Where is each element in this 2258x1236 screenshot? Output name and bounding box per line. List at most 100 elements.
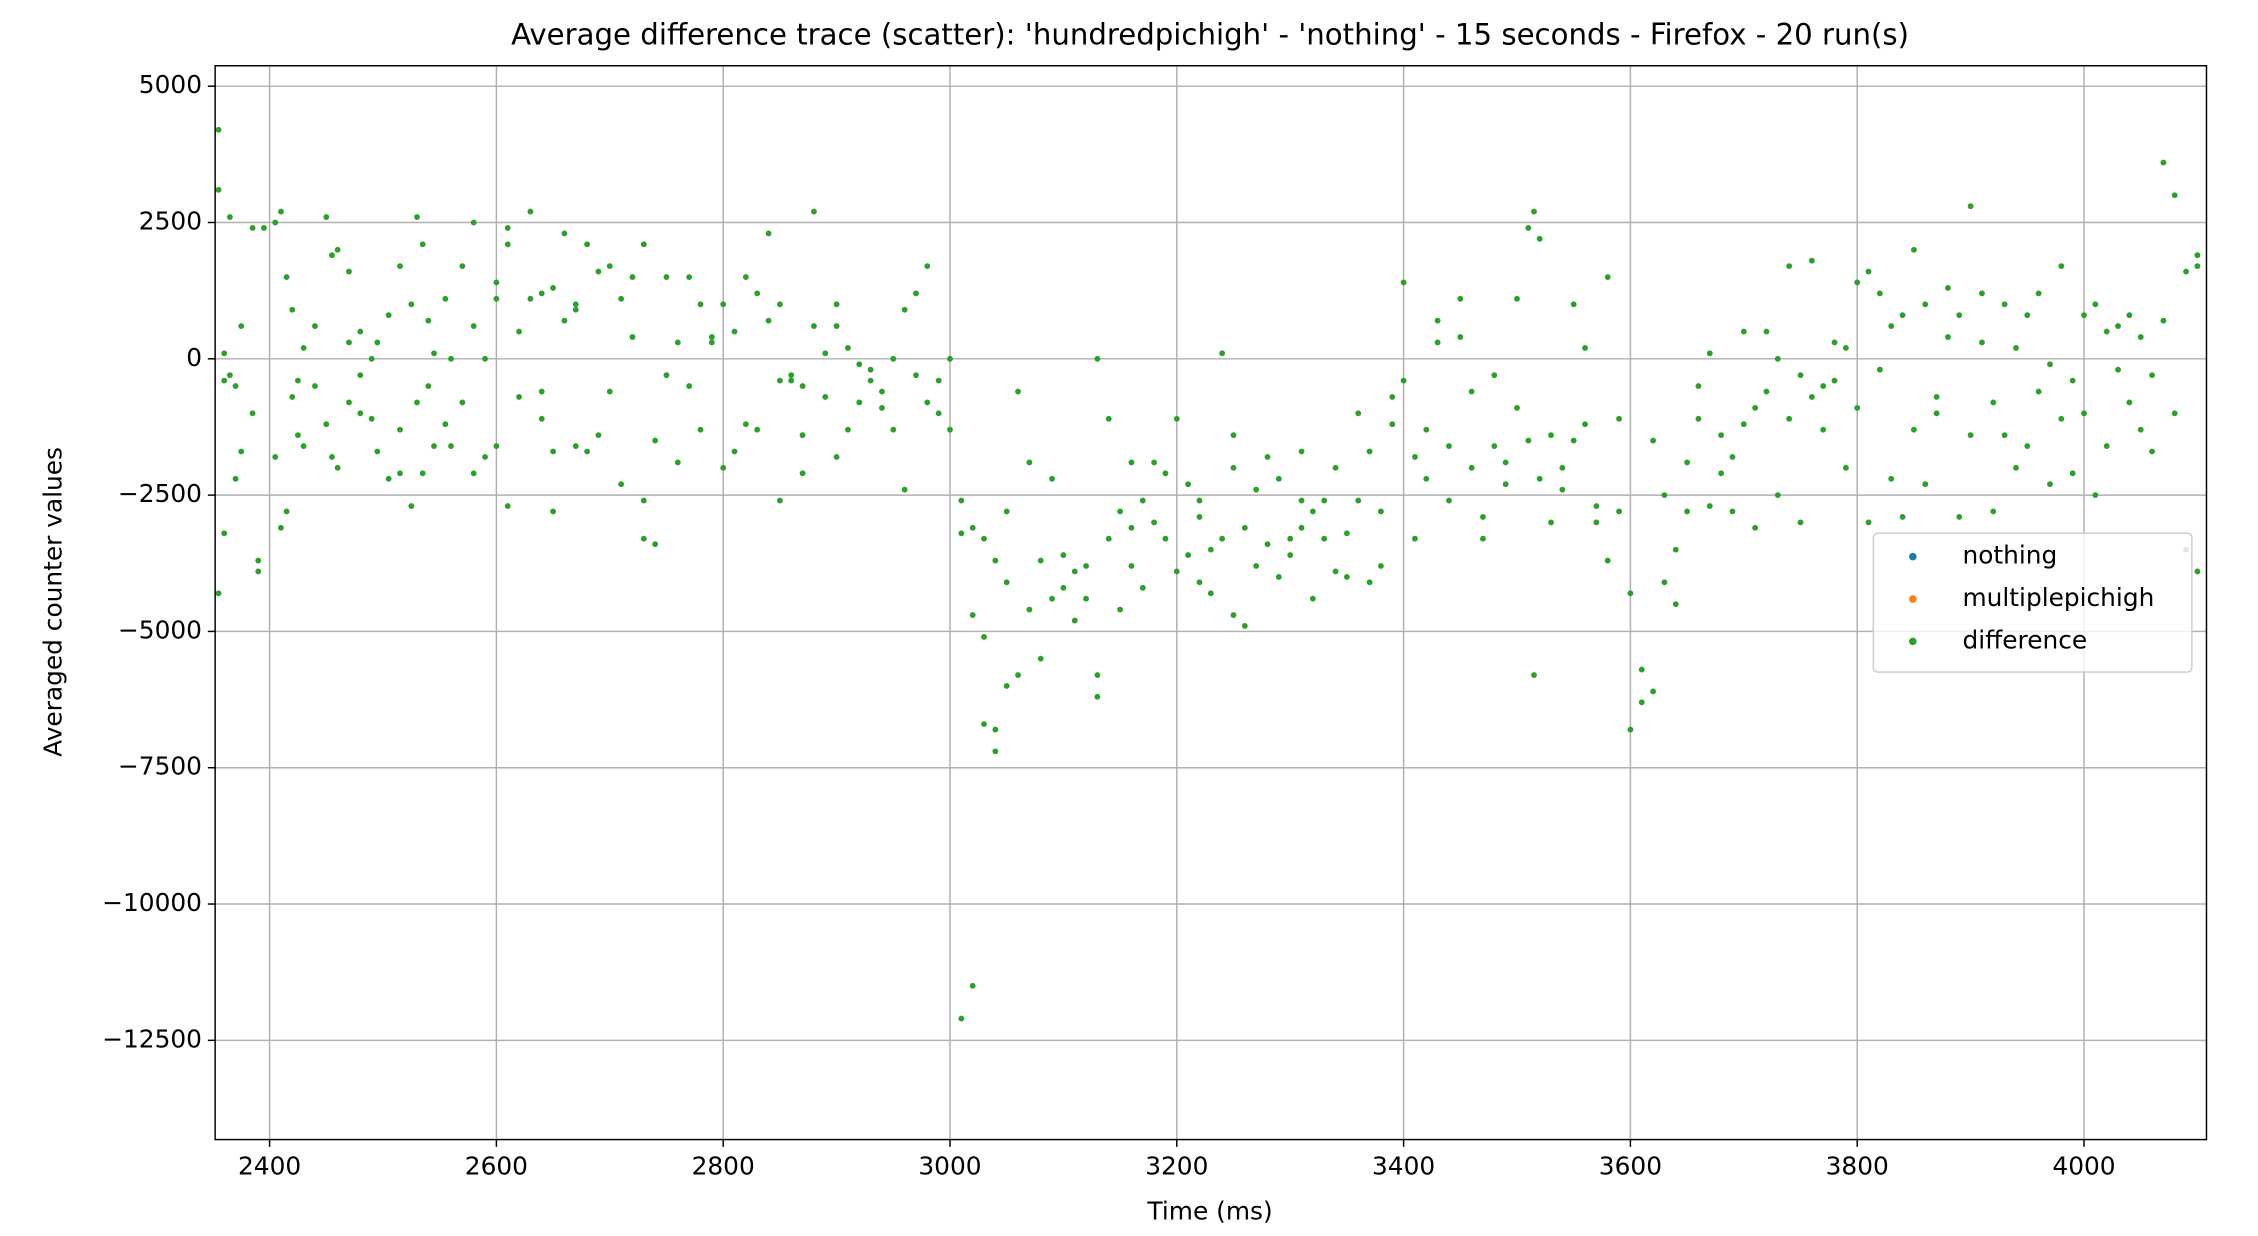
data-point — [595, 432, 602, 439]
data-point — [1412, 535, 1418, 542]
data-point — [742, 274, 749, 280]
data-point — [1933, 410, 1940, 417]
data-point — [2081, 312, 2087, 319]
data-point — [442, 295, 449, 302]
data-point — [992, 557, 999, 564]
data-point — [1570, 437, 1577, 444]
data-point — [799, 383, 806, 389]
data-point — [516, 394, 522, 400]
data-point — [1389, 421, 1396, 428]
data-point — [901, 306, 908, 313]
data-point — [1808, 394, 1815, 400]
y-axis-label: Averaged counter values — [38, 447, 67, 757]
y-tick-label: −7500 — [118, 752, 202, 781]
data-point — [584, 241, 591, 248]
data-point — [958, 1015, 965, 1022]
x-tick-label: 3200 — [1145, 1151, 1208, 1180]
data-point — [357, 372, 364, 379]
data-point — [674, 459, 681, 466]
data-point — [2047, 361, 2053, 368]
data-point — [879, 404, 885, 411]
data-point — [1740, 328, 1747, 335]
data-point — [856, 399, 863, 406]
data-point — [1650, 437, 1657, 444]
data-point — [1729, 508, 1736, 515]
data-point — [2149, 448, 2155, 455]
data-point — [2171, 410, 2178, 417]
data-point — [924, 399, 931, 406]
data-point — [1003, 683, 1010, 689]
data-point — [215, 186, 222, 193]
data-point — [2137, 426, 2144, 433]
data-point — [1343, 573, 1350, 580]
data-point — [833, 301, 840, 308]
data-point — [640, 241, 647, 248]
data-point — [329, 454, 335, 460]
data-point — [935, 377, 942, 384]
data-point — [283, 508, 290, 515]
data-point — [1139, 497, 1146, 504]
data-point — [408, 301, 415, 308]
data-point — [1105, 415, 1112, 422]
data-point — [1593, 519, 1600, 526]
data-point — [1706, 503, 1713, 509]
data-point — [2183, 268, 2189, 275]
data-point — [226, 372, 233, 379]
data-point — [1774, 492, 1781, 499]
data-point — [1037, 557, 1044, 564]
data-point — [822, 350, 829, 357]
data-point — [1627, 590, 1634, 597]
legend-marker — [1909, 637, 1917, 646]
data-point — [1446, 443, 1452, 449]
y-tick-label: 2500 — [139, 206, 202, 235]
data-point — [277, 208, 284, 215]
data-point — [1434, 317, 1441, 324]
data-point — [697, 301, 704, 308]
x-axis-label: Time (ms) — [1147, 1197, 1273, 1226]
data-point — [2013, 464, 2019, 471]
data-point — [414, 214, 420, 220]
data-point — [731, 448, 738, 455]
data-point — [538, 290, 545, 297]
data-point — [845, 426, 851, 433]
data-point — [1332, 568, 1339, 575]
data-point — [1888, 323, 1895, 330]
y-tick-label: −2500 — [118, 479, 202, 508]
data-point — [1514, 404, 1520, 411]
data-point — [1945, 285, 1951, 291]
data-point — [1865, 519, 1872, 526]
data-point — [1865, 268, 1872, 275]
data-point — [425, 383, 432, 389]
data-point — [1559, 464, 1566, 471]
data-point — [958, 530, 965, 537]
data-point — [419, 241, 426, 248]
data-point — [1820, 426, 1827, 433]
data-point — [1570, 301, 1577, 308]
data-point — [1786, 415, 1793, 422]
data-point — [1083, 563, 1089, 569]
data-point — [652, 437, 659, 444]
x-tick-label: 3600 — [1599, 1151, 1662, 1180]
data-point — [810, 208, 817, 215]
legend-box — [1872, 532, 2193, 673]
data-point — [1842, 464, 1849, 471]
data-point — [1037, 655, 1044, 662]
data-point — [2194, 263, 2201, 270]
data-point — [448, 355, 454, 362]
data-point — [708, 339, 715, 346]
data-point — [810, 323, 817, 330]
data-point — [1343, 530, 1350, 537]
data-point — [776, 497, 783, 504]
data-point — [1287, 552, 1294, 559]
data-point — [1412, 454, 1418, 460]
data-point — [1434, 339, 1441, 346]
data-point — [935, 410, 942, 417]
data-point — [1695, 383, 1702, 389]
data-point — [1525, 225, 1532, 231]
data-point — [1740, 421, 1747, 428]
x-tick-label: 2600 — [465, 1151, 528, 1180]
x-tick-label: 3000 — [918, 1151, 981, 1180]
data-point — [2103, 328, 2110, 335]
